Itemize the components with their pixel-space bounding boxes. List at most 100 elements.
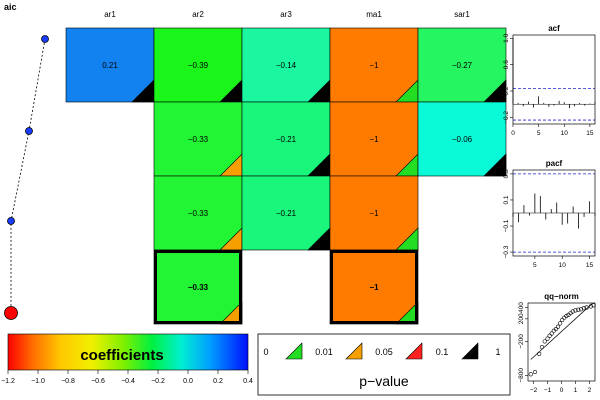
cell-fill: [417, 101, 507, 177]
qq-point: [539, 344, 545, 350]
cell-fill: [65, 27, 155, 103]
cell-row2-ar2: −0.33: [153, 101, 243, 177]
pvalue-break-label: 0.01: [315, 347, 333, 357]
x-tick-label: 0: [511, 130, 515, 137]
cell-value: −0.39: [188, 61, 209, 70]
qq-point: [573, 308, 578, 313]
cell-fill: [153, 175, 243, 251]
x-tick-label: 15: [586, 130, 594, 137]
qq-point: [547, 333, 552, 338]
pvalue-legend: 0 0.01 0.05 0.1 1: [257, 333, 511, 396]
plot-frame: [527, 302, 596, 382]
qq-title: qq−norm: [544, 292, 578, 301]
cell-row4-ar2: −0.33: [153, 249, 243, 325]
qq-point: [581, 305, 586, 311]
pvalue-legend-label: p−value: [359, 373, 409, 389]
qq-point: [570, 309, 575, 314]
selected-model-border: [154, 250, 242, 324]
x-tick-label: 0: [560, 387, 564, 394]
aic-point-selected: [4, 306, 18, 320]
y-tick-label: 0.3: [503, 169, 510, 178]
aic-point: [7, 217, 15, 225]
cell-row1-sar1: −0.27: [417, 27, 507, 103]
y-tick-label: 1.0: [503, 33, 510, 42]
cell-value: −1: [369, 61, 379, 70]
colorbar-tick-label: −0.6: [91, 378, 105, 385]
aic-panel: [4, 35, 49, 320]
colorbar-tick-label: −0.2: [151, 378, 165, 385]
cell-value: −1: [369, 283, 379, 292]
qq-point: [560, 317, 565, 323]
cell-value: −1: [369, 209, 379, 218]
cell-row3-ma1: −1: [329, 175, 419, 251]
qq-point: [545, 336, 550, 341]
aic-point: [41, 35, 49, 43]
pvalue-legend-box: [257, 333, 511, 396]
column-header-ma1: ma1: [366, 10, 382, 19]
y-tick-label: 0.2: [503, 86, 510, 95]
acf-panel: acf −0.2 0.2 0.6 1.0 0 5 10 15: [503, 24, 596, 137]
cell-row1-ar1: 0.21: [65, 27, 155, 103]
cell-fill: [329, 249, 419, 325]
cell-row1-ar3: −0.14: [241, 27, 331, 103]
y-tick-label: −800: [518, 368, 525, 383]
cell-row2-sar1: −0.06: [417, 101, 507, 177]
colorbar-tick-label: 0.2: [213, 378, 223, 385]
pvalue-swatch: [405, 342, 423, 360]
cell-row2-ar3: −0.21: [241, 101, 331, 177]
qq-point: [584, 305, 589, 310]
pvalue-break-label: 0.05: [375, 347, 393, 357]
qq-point: [578, 307, 584, 312]
x-tick-label: 15: [586, 262, 594, 269]
qq-point: [532, 369, 538, 375]
aic-line: [10, 38, 46, 313]
cell-value: −0.21: [276, 209, 297, 218]
y-tick-label: −200: [518, 334, 525, 349]
x-tick-label: 1: [574, 387, 578, 394]
qq-point: [549, 331, 554, 336]
colorbar-tick-label: −0.8: [61, 378, 75, 385]
x-tick-label: 10: [559, 262, 567, 269]
coefficient-colorbar: −1.2 −1.0 −0.8 −0.6 −0.4 −0.2 0.0 0.2 0.4: [1, 333, 253, 385]
cell-value: −0.14: [276, 61, 297, 70]
colorbar-label: coefficients: [80, 347, 163, 364]
y-tick-label: −0.1: [503, 219, 510, 232]
y-tick-label: −0.3: [503, 245, 510, 258]
cell-fill: [241, 101, 331, 177]
x-tick-label: 5: [533, 262, 537, 269]
cell-fill: [153, 101, 243, 177]
selected-model-border: [330, 250, 418, 324]
cell-value: −1: [369, 135, 379, 144]
colorbar-tick-label: −1.2: [1, 378, 15, 385]
x-tick-label: 10: [561, 130, 569, 137]
cell-value: −0.27: [452, 61, 473, 70]
column-header-sar1: sar1: [454, 10, 470, 19]
qq-point: [591, 303, 596, 308]
pacf-title: pacf: [546, 159, 563, 168]
qq-point: [558, 321, 563, 326]
cell-row1-ar2: −0.39: [153, 27, 243, 103]
cell-fill: [329, 101, 419, 177]
y-tick-label: 0.1: [503, 195, 510, 204]
cell-row4-ma1: −1: [329, 249, 419, 325]
column-headers: ar1 ar2 ar3 ma1 sar1: [104, 10, 470, 19]
y-tick-label: −0.2: [503, 111, 510, 124]
pvalue-swatch: [461, 342, 479, 360]
x-tick-label: 5: [537, 130, 541, 137]
y-tick-label: 400: [518, 302, 525, 313]
column-header-ar3: ar3: [280, 10, 292, 19]
pvalue-swatch: [285, 342, 303, 360]
pvalue-break-label: 1: [495, 347, 500, 357]
cell-value: −0.06: [452, 135, 473, 144]
cell-value: −0.33: [188, 135, 209, 144]
y-tick-label: 200: [518, 313, 525, 324]
colorbar-tick-label: −0.4: [121, 378, 135, 385]
cell-value: 0.21: [102, 61, 118, 70]
plot-frame: [512, 34, 596, 125]
cell-fill: [329, 175, 419, 251]
column-header-ar2: ar2: [192, 10, 204, 19]
qq-reference-line: [530, 303, 593, 360]
qq-point: [528, 372, 533, 377]
